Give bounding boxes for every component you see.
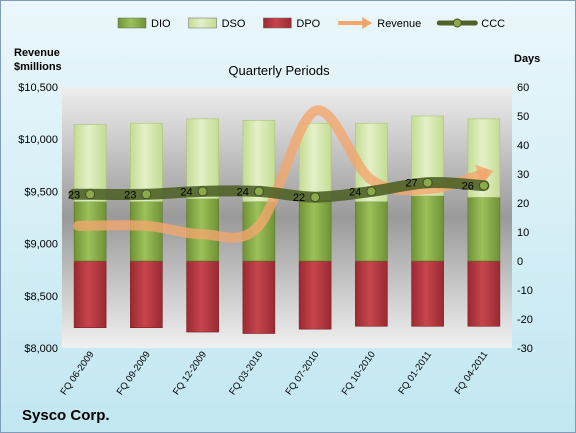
ccc-data-label: 26 <box>462 181 474 193</box>
ccc-marker <box>197 186 208 197</box>
right-tick-label: 40 <box>517 140 529 152</box>
ccc-marker <box>478 180 489 191</box>
category-label: FQ 12-2009 <box>171 349 209 397</box>
bar-dpo <box>186 260 219 333</box>
bar-dpo <box>130 260 163 328</box>
right-tick-label: 50 <box>517 111 529 123</box>
lines-group: 23 23 24 24 22 24 27 26 <box>68 105 494 243</box>
plot-area <box>62 87 512 348</box>
ccc-data-label: 27 <box>405 178 417 190</box>
category-label: FQ 10-2010 <box>340 349 378 397</box>
ccc-data-label: 23 <box>68 189 80 201</box>
ccc-marker <box>141 189 152 200</box>
bar-dio <box>298 199 332 262</box>
left-axis-title-line2: $millions <box>14 61 62 73</box>
ccc-data-label: 23 <box>124 189 136 201</box>
left-tick-label: $10,500 <box>18 82 58 94</box>
category-label: FQ 03-2010 <box>227 349 265 397</box>
ccc-data-label: 24 <box>180 186 192 198</box>
bar-dso <box>186 118 219 199</box>
category-label: FQ 09-2009 <box>115 349 153 397</box>
right-tick-label: -10 <box>517 285 533 297</box>
category-label: FQ 01-2011 <box>396 349 434 396</box>
legend-swatch-ccc-marker <box>452 18 462 28</box>
revenue-line <box>73 105 489 243</box>
right-tick-label: 20 <box>517 198 529 210</box>
right-tick-label: -20 <box>517 314 533 326</box>
legend-swatch-dio <box>117 17 147 29</box>
bar-dio <box>467 196 501 262</box>
bar-dpo <box>411 260 444 327</box>
right-tick-label: -30 <box>517 343 533 355</box>
left-axis-title-line1: Revenue <box>14 47 60 59</box>
ccc-marker <box>310 192 321 203</box>
right-axis-title: Days <box>514 53 540 65</box>
left-tick-label: $10,000 <box>18 134 58 146</box>
ccc-data-label: 24 <box>237 186 249 198</box>
left-tick-label: $8,500 <box>24 291 58 303</box>
legend-label-revenue: Revenue <box>377 18 421 30</box>
ccc-data-label: 22 <box>293 192 305 204</box>
category-label: FQ 07-2010 <box>283 349 321 397</box>
bar-dso <box>73 124 107 202</box>
category-label: FQ 06-2009 <box>58 349 96 397</box>
bar-dio <box>411 195 444 262</box>
ccc-marker <box>253 186 264 197</box>
legend: DIO DSO DPO Revenue CCC <box>117 17 505 30</box>
legend-label-dpo: DPO <box>296 18 320 30</box>
legend-label-dio: DIO <box>151 18 171 30</box>
bar-dio <box>355 201 388 262</box>
bar-dio <box>73 201 107 262</box>
legend-swatch-dpo <box>263 17 292 29</box>
bar-dpo <box>242 260 276 334</box>
company-name: Sysco Corp. <box>22 407 110 424</box>
bar-dpo <box>355 260 388 327</box>
right-axis-ticks: -30 -20 -10 0 10 20 30 40 50 60 <box>517 82 533 355</box>
right-tick-label: 30 <box>517 169 529 181</box>
ccc-data-label: 24 <box>349 186 361 198</box>
category-label: FQ 04-2011 <box>453 349 491 396</box>
right-tick-label: 60 <box>517 82 529 94</box>
legend-label-ccc: CCC <box>481 18 505 30</box>
left-tick-label: $9,500 <box>24 186 58 198</box>
bar-dpo <box>298 260 332 330</box>
bar-dpo <box>467 260 501 327</box>
bar-dso <box>298 122 332 201</box>
left-tick-label: $9,000 <box>24 239 58 251</box>
ccc-marker <box>85 189 96 200</box>
left-axis-ticks: $8,000 $8,500 $9,000 $9,500 $10,000 $10,500 <box>18 82 58 355</box>
right-tick-label: 10 <box>517 227 529 239</box>
legend-swatch-dso <box>188 17 217 29</box>
ccc-marker <box>366 186 377 197</box>
legend-swatch-revenue-arrow <box>362 17 373 29</box>
right-tick-label: 0 <box>517 256 523 268</box>
chart-title: Quarterly Periods <box>228 63 330 78</box>
category-labels: FQ 06-2009 FQ 09-2009 FQ 12-2009 FQ 03-2010… <box>58 349 490 397</box>
bar-dpo <box>73 260 107 328</box>
left-tick-label: $8,000 <box>24 343 58 355</box>
ccc-marker <box>422 177 433 188</box>
legend-label-dso: DSO <box>222 18 246 30</box>
